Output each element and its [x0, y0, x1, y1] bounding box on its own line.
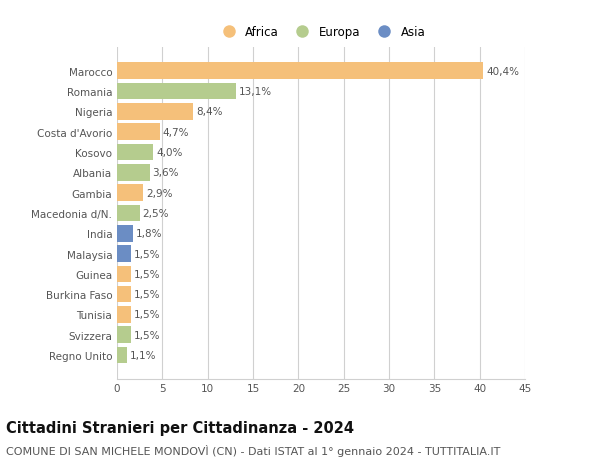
Bar: [117, 205, 140, 222]
Text: 4,7%: 4,7%: [163, 127, 189, 137]
Legend: Africa, Europa, Asia: Africa, Europa, Asia: [212, 21, 430, 44]
Bar: [117, 307, 131, 323]
Bar: [117, 246, 131, 262]
Bar: [117, 144, 153, 161]
Bar: [117, 327, 131, 343]
Text: 2,5%: 2,5%: [142, 208, 169, 218]
Text: 1,8%: 1,8%: [136, 229, 163, 239]
Text: 4,0%: 4,0%: [156, 148, 182, 157]
Text: 1,5%: 1,5%: [133, 269, 160, 279]
Text: 40,4%: 40,4%: [486, 67, 519, 77]
Text: 1,1%: 1,1%: [130, 350, 156, 360]
Text: 3,6%: 3,6%: [152, 168, 179, 178]
Text: 1,5%: 1,5%: [133, 290, 160, 300]
Bar: [117, 63, 483, 80]
Bar: [117, 185, 143, 202]
Text: 2,9%: 2,9%: [146, 188, 173, 198]
Bar: [117, 104, 193, 120]
Text: COMUNE DI SAN MICHELE MONDOVÌ (CN) - Dati ISTAT al 1° gennaio 2024 - TUTTITALIA.: COMUNE DI SAN MICHELE MONDOVÌ (CN) - Dat…: [6, 444, 500, 456]
Bar: [117, 124, 160, 140]
Bar: [117, 165, 149, 181]
Bar: [117, 266, 131, 283]
Bar: [117, 347, 127, 364]
Bar: [117, 225, 133, 242]
Text: 1,5%: 1,5%: [133, 330, 160, 340]
Text: 13,1%: 13,1%: [238, 87, 272, 97]
Bar: [117, 286, 131, 303]
Bar: [117, 84, 236, 100]
Text: 1,5%: 1,5%: [133, 249, 160, 259]
Text: Cittadini Stranieri per Cittadinanza - 2024: Cittadini Stranieri per Cittadinanza - 2…: [6, 420, 354, 435]
Text: 1,5%: 1,5%: [133, 310, 160, 320]
Text: 8,4%: 8,4%: [196, 107, 223, 117]
